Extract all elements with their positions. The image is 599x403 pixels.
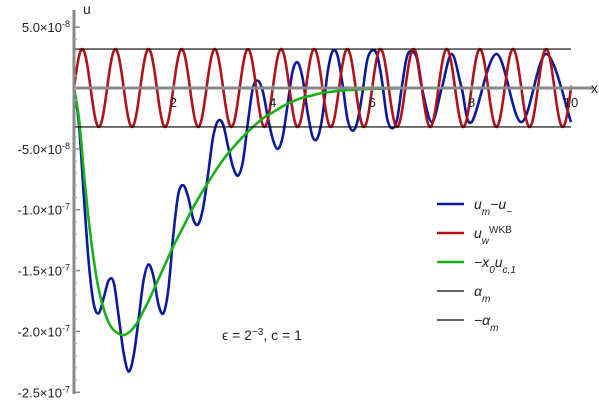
- y-tick-label-3: -1.5×10-7: [18, 263, 70, 279]
- x-axis-title: x: [591, 80, 598, 96]
- x-tick-label-2: 2: [170, 95, 177, 110]
- x-tick-label-10: 10: [564, 95, 578, 110]
- x-tick-label-8: 8: [468, 95, 475, 110]
- legend-label-um_minus: um−u−: [474, 196, 512, 218]
- y-tick-label-2: -1.0×10-7: [18, 202, 70, 218]
- x-tick-label-4: 4: [269, 95, 276, 110]
- legend-label-alpha_m: αm: [474, 283, 490, 305]
- y-axis-title: u: [83, 1, 91, 17]
- y-tick-label-0: 5.0×10-8: [22, 19, 70, 35]
- y-tick-label-1: -5.0×10-8: [18, 141, 70, 157]
- legend-label-neg_alpha_m: −αm: [474, 312, 499, 334]
- y-tick-label-4: -2.0×10-7: [18, 323, 70, 339]
- axes: [72, 10, 593, 394]
- legend: um−u− uwWKB −x0uc,1 αm −αm: [437, 196, 516, 334]
- parameter-annotation: ϵ = 2−3, c = 1: [222, 327, 302, 344]
- legend-label-u_wkb: uwWKB: [474, 225, 512, 247]
- x-tick-label-6: 6: [369, 95, 376, 110]
- y-tick-label-5: -2.5×10-7: [18, 384, 70, 400]
- ticks: 2 4 6 8 10 5.0×10-8 -5.0×10-8 -1.0×10-7 -1.5×10-…: [18, 19, 579, 400]
- legend-label-x0_uc1: −x0uc,1: [474, 254, 516, 276]
